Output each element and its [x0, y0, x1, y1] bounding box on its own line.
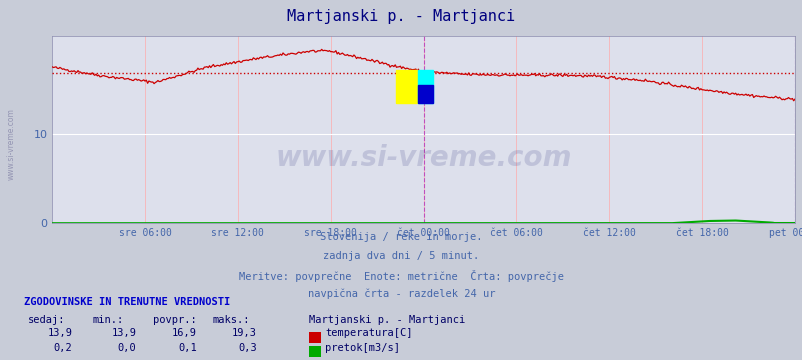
Text: maks.:: maks.:	[213, 315, 250, 325]
Text: 19,3: 19,3	[232, 328, 257, 338]
Text: navpična črta - razdelek 24 ur: navpična črta - razdelek 24 ur	[307, 288, 495, 299]
Text: www.si-vreme.com: www.si-vreme.com	[275, 144, 571, 172]
Text: www.si-vreme.com: www.si-vreme.com	[6, 108, 15, 180]
Text: sedaj:: sedaj:	[28, 315, 66, 325]
Text: 13,9: 13,9	[47, 328, 72, 338]
Text: 16,9: 16,9	[172, 328, 196, 338]
Text: ZGODOVINSKE IN TRENUTNE VREDNOSTI: ZGODOVINSKE IN TRENUTNE VREDNOSTI	[24, 297, 230, 307]
Text: 0,0: 0,0	[118, 343, 136, 353]
Text: pretok[m3/s]: pretok[m3/s]	[325, 343, 399, 353]
Text: 0,1: 0,1	[178, 343, 196, 353]
Text: Martjanski p. - Martjanci: Martjanski p. - Martjanci	[287, 9, 515, 24]
Bar	[418, 85, 433, 103]
Text: 13,9: 13,9	[111, 328, 136, 338]
Text: 0,3: 0,3	[238, 343, 257, 353]
Text: 0,2: 0,2	[54, 343, 72, 353]
Text: min.:: min.:	[92, 315, 124, 325]
Text: povpr.:: povpr.:	[152, 315, 196, 325]
Text: zadnja dva dni / 5 minut.: zadnja dva dni / 5 minut.	[323, 251, 479, 261]
Text: temperatura[C]: temperatura[C]	[325, 328, 412, 338]
Text: Slovenija / reke in morje.: Slovenija / reke in morje.	[320, 232, 482, 242]
Text: Meritve: povprečne  Enote: metrične  Črta: povprečje: Meritve: povprečne Enote: metrične Črta:…	[239, 270, 563, 282]
Bar	[395, 70, 416, 103]
Text: Martjanski p. - Martjanci: Martjanski p. - Martjanci	[309, 315, 465, 325]
Bar	[418, 70, 433, 103]
